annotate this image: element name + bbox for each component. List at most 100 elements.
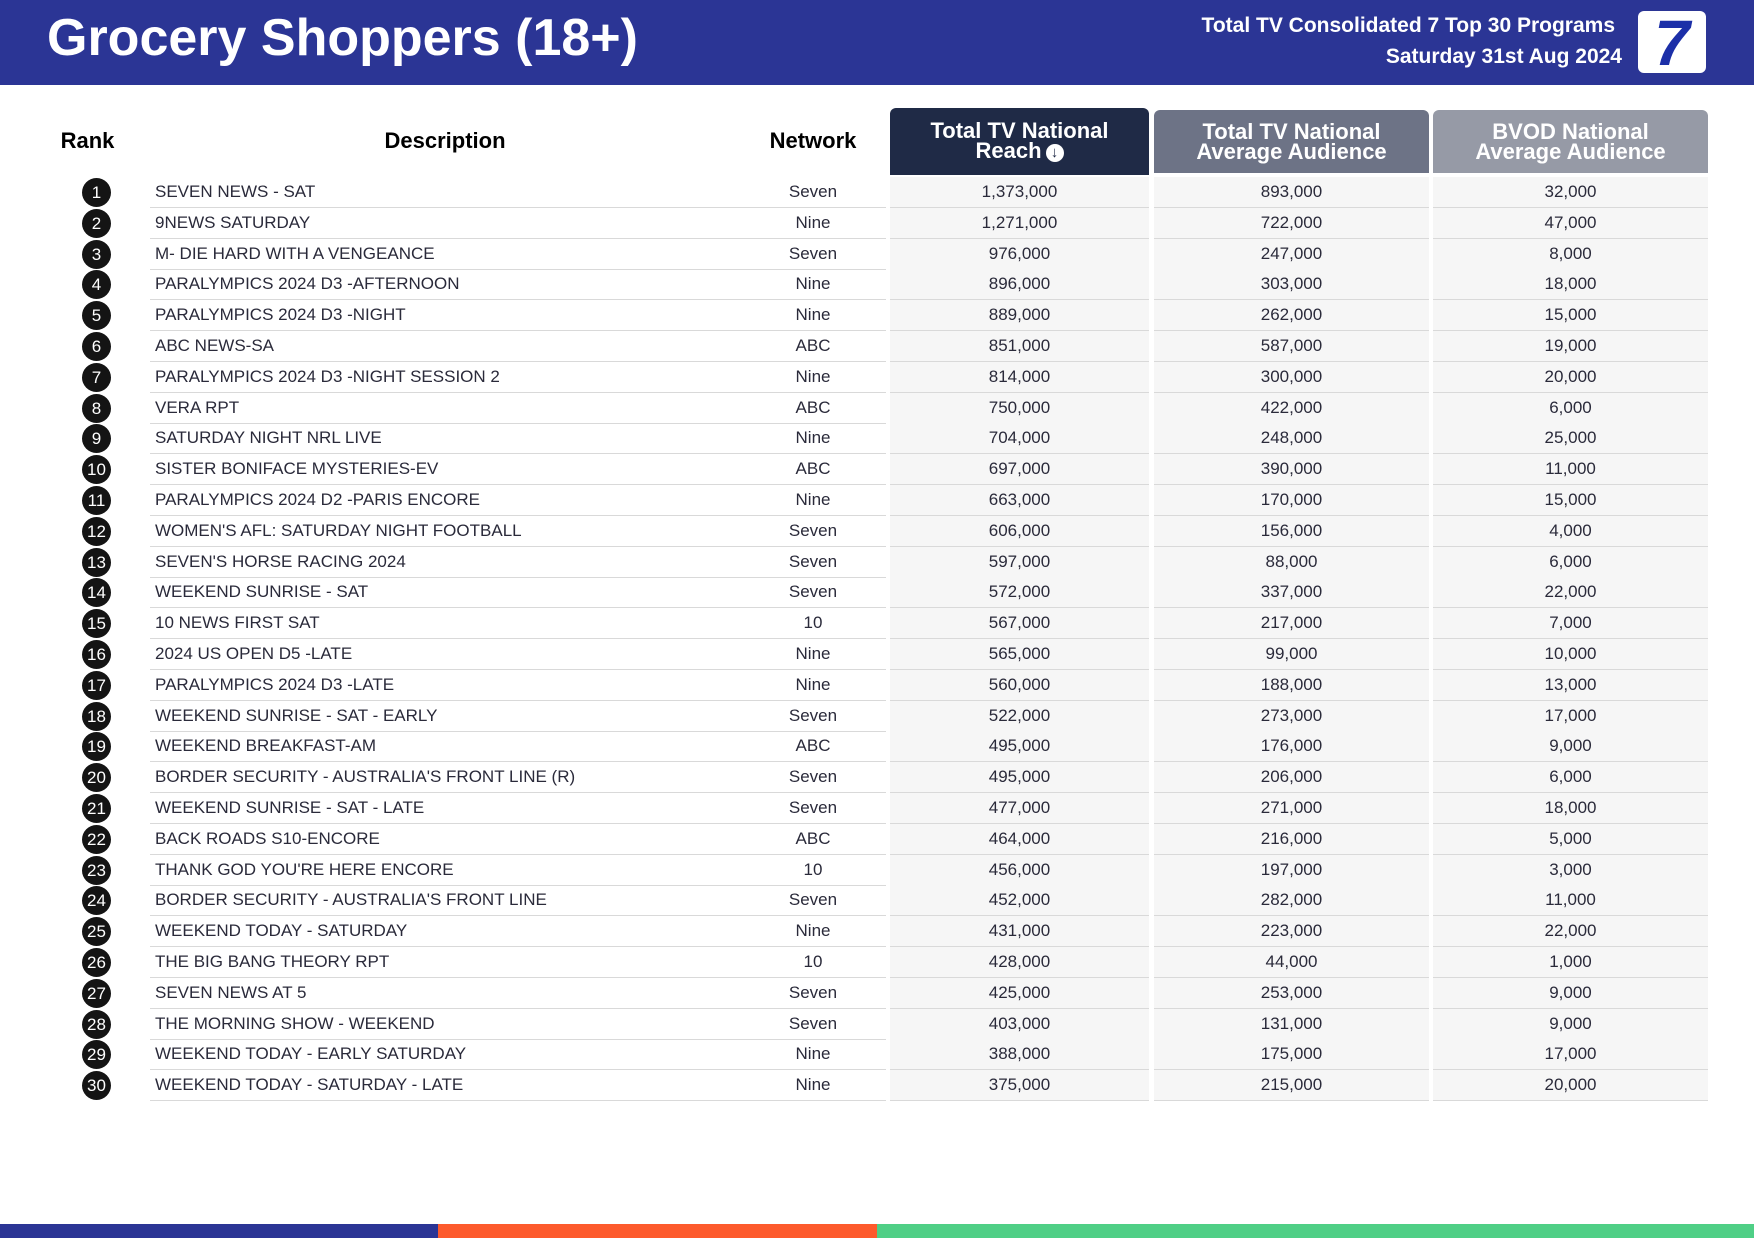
program-average-audience: 131,000 xyxy=(1154,1008,1429,1040)
program-description: WOMEN'S AFL: SATURDAY NIGHT FOOTBALL xyxy=(150,516,742,547)
rank-badge: 14 xyxy=(82,578,111,608)
program-network: Seven xyxy=(740,177,886,208)
program-reach: 495,000 xyxy=(890,762,1149,794)
table-row: 5 PARALYMPICS 2024 D3 -NIGHT Nine 889,000 26… xyxy=(0,300,1754,332)
program-reach: 456,000 xyxy=(890,854,1149,886)
program-average-audience: 893,000 xyxy=(1154,177,1429,208)
program-bvod-audience: 4,000 xyxy=(1433,515,1708,547)
program-description: BACK ROADS S10-ENCORE xyxy=(150,824,742,855)
rank-badge: 16 xyxy=(82,640,111,669)
rank-badge: 25 xyxy=(82,917,111,947)
table-row: 2 9NEWS SATURDAY Nine 1,271,000 722,000 47,00… xyxy=(0,207,1754,239)
program-description: BORDER SECURITY - AUSTRALIA'S FRONT LINE… xyxy=(150,762,742,794)
program-description: PARALYMPICS 2024 D3 -AFTERNOON xyxy=(150,269,742,301)
program-average-audience: 300,000 xyxy=(1154,361,1429,393)
column-header-reach[interactable]: Total TV National Reach ↓ xyxy=(890,108,1149,175)
table-row: 30 WEEKEND TODAY - SATURDAY - LATE Nine 375… xyxy=(0,1070,1754,1102)
rank-badge: 15 xyxy=(82,609,111,639)
program-network: Nine xyxy=(740,300,886,332)
program-description: WEEKEND BREAKFAST-AM xyxy=(150,731,742,763)
table-row: 7 PARALYMPICS 2024 D3 -NIGHT SESSION 2 Nin… xyxy=(0,361,1754,393)
table-row: 19 WEEKEND BREAKFAST-AM ABC 495,000 176,000 9… xyxy=(0,731,1754,763)
rank-badge: 30 xyxy=(82,1071,111,1101)
rank-badge: 27 xyxy=(82,978,111,1008)
rank-badge: 5 xyxy=(82,301,111,331)
table-row: 29 WEEKEND TODAY - EARLY SATURDAY Nine 388,… xyxy=(0,1039,1754,1071)
table-row: 14 WEEKEND SUNRISE - SAT Seven 572,000 337,0… xyxy=(0,577,1754,609)
column-header-reach-line2: Reach xyxy=(975,138,1042,163)
program-bvod-audience: 47,000 xyxy=(1433,207,1708,239)
table-row: 18 WEEKEND SUNRISE - SAT - EARLY Seven 522,… xyxy=(0,700,1754,732)
table-row: 26 THE BIG BANG THEORY RPT 10 428,000 44,000… xyxy=(0,947,1754,978)
program-description: PARALYMPICS 2024 D3 -NIGHT xyxy=(150,300,742,332)
program-description: WEEKEND TODAY - SATURDAY xyxy=(150,916,742,948)
program-network: Seven xyxy=(740,577,886,609)
program-network: ABC xyxy=(740,331,886,362)
table-row: 4 PARALYMPICS 2024 D3 -AFTERNOON Nine 896,0… xyxy=(0,269,1754,301)
program-network: Nine xyxy=(740,1039,886,1071)
program-bvod-audience: 6,000 xyxy=(1433,392,1708,424)
program-bvod-audience: 17,000 xyxy=(1433,1039,1708,1071)
program-reach: 428,000 xyxy=(890,947,1149,978)
program-reach: 464,000 xyxy=(890,823,1149,855)
table-row: 3 M- DIE HARD WITH A VENGEANCE Seven 976,00… xyxy=(0,238,1754,270)
program-reach: 814,000 xyxy=(890,361,1149,393)
program-reach: 704,000 xyxy=(890,423,1149,455)
program-reach: 597,000 xyxy=(890,546,1149,578)
program-reach: 375,000 xyxy=(890,1070,1149,1102)
program-reach: 851,000 xyxy=(890,331,1149,362)
program-reach: 425,000 xyxy=(890,977,1149,1009)
program-description: ABC NEWS-SA xyxy=(150,331,742,362)
program-description: WEEKEND SUNRISE - SAT - LATE xyxy=(150,793,742,824)
rank-badge: 10 xyxy=(82,455,111,485)
rank-badge: 23 xyxy=(82,855,111,885)
program-description: SEVEN NEWS - SAT xyxy=(150,177,742,208)
program-network: 10 xyxy=(740,947,886,978)
program-network: Nine xyxy=(740,639,886,670)
program-network: Nine xyxy=(740,1070,886,1102)
rank-badge: 26 xyxy=(82,948,111,977)
program-description: 9NEWS SATURDAY xyxy=(150,208,742,239)
footer-bar-orange xyxy=(438,1224,877,1238)
rank-badge: 28 xyxy=(82,1009,111,1039)
table-row: 8 VERA RPT ABC 750,000 422,000 6,000 xyxy=(0,392,1754,424)
program-description: THANK GOD YOU'RE HERE ENCORE xyxy=(150,855,742,886)
column-header-bvod[interactable]: BVOD National Average Audience xyxy=(1433,110,1708,173)
program-description: 10 NEWS FIRST SAT xyxy=(150,608,742,640)
program-reach: 697,000 xyxy=(890,454,1149,486)
table-row: 6 ABC NEWS-SA ABC 851,000 587,000 19,000 xyxy=(0,331,1754,362)
program-network: Seven xyxy=(740,701,886,732)
program-bvod-audience: 5,000 xyxy=(1433,823,1708,855)
program-reach: 495,000 xyxy=(890,731,1149,763)
column-header-bvod-line2: Average Audience xyxy=(1475,138,1666,164)
program-network: Seven xyxy=(740,762,886,794)
report-subtitle: Total TV Consolidated 7 Top 30 Programs xyxy=(1201,14,1615,37)
program-reach: 567,000 xyxy=(890,608,1149,640)
program-description: M- DIE HARD WITH A VENGEANCE xyxy=(150,239,742,270)
rank-badge: 3 xyxy=(82,239,111,269)
program-average-audience: 223,000 xyxy=(1154,916,1429,948)
table-row: 28 THE MORNING SHOW - WEEKEND Seven 403,000… xyxy=(0,1008,1754,1040)
program-description: PARALYMPICS 2024 D2 -PARIS ENCORE xyxy=(150,485,742,516)
program-description: WEEKEND TODAY - SATURDAY - LATE xyxy=(150,1070,742,1102)
program-bvod-audience: 6,000 xyxy=(1433,546,1708,578)
program-average-audience: 197,000 xyxy=(1154,854,1429,886)
program-reach: 896,000 xyxy=(890,269,1149,301)
arrow-down-circle-icon: ↓ xyxy=(1045,144,1064,162)
program-network: Nine xyxy=(740,916,886,948)
rank-badge: 21 xyxy=(82,794,111,823)
program-bvod-audience: 6,000 xyxy=(1433,762,1708,794)
rank-badge: 8 xyxy=(82,393,111,423)
rank-badge: 2 xyxy=(82,208,111,238)
program-average-audience: 722,000 xyxy=(1154,207,1429,239)
program-network: 10 xyxy=(740,855,886,886)
program-bvod-audience: 9,000 xyxy=(1433,731,1708,763)
rank-badge: 22 xyxy=(82,824,111,854)
program-reach: 572,000 xyxy=(890,577,1149,609)
program-average-audience: 176,000 xyxy=(1154,731,1429,763)
column-header-average-audience[interactable]: Total TV National Average Audience xyxy=(1154,110,1429,173)
rank-badge: 20 xyxy=(82,763,111,793)
program-bvod-audience: 1,000 xyxy=(1433,947,1708,978)
program-description: SATURDAY NIGHT NRL LIVE xyxy=(150,423,742,455)
table-row: 1 SEVEN NEWS - SAT Seven 1,373,000 893,000 32… xyxy=(0,177,1754,208)
